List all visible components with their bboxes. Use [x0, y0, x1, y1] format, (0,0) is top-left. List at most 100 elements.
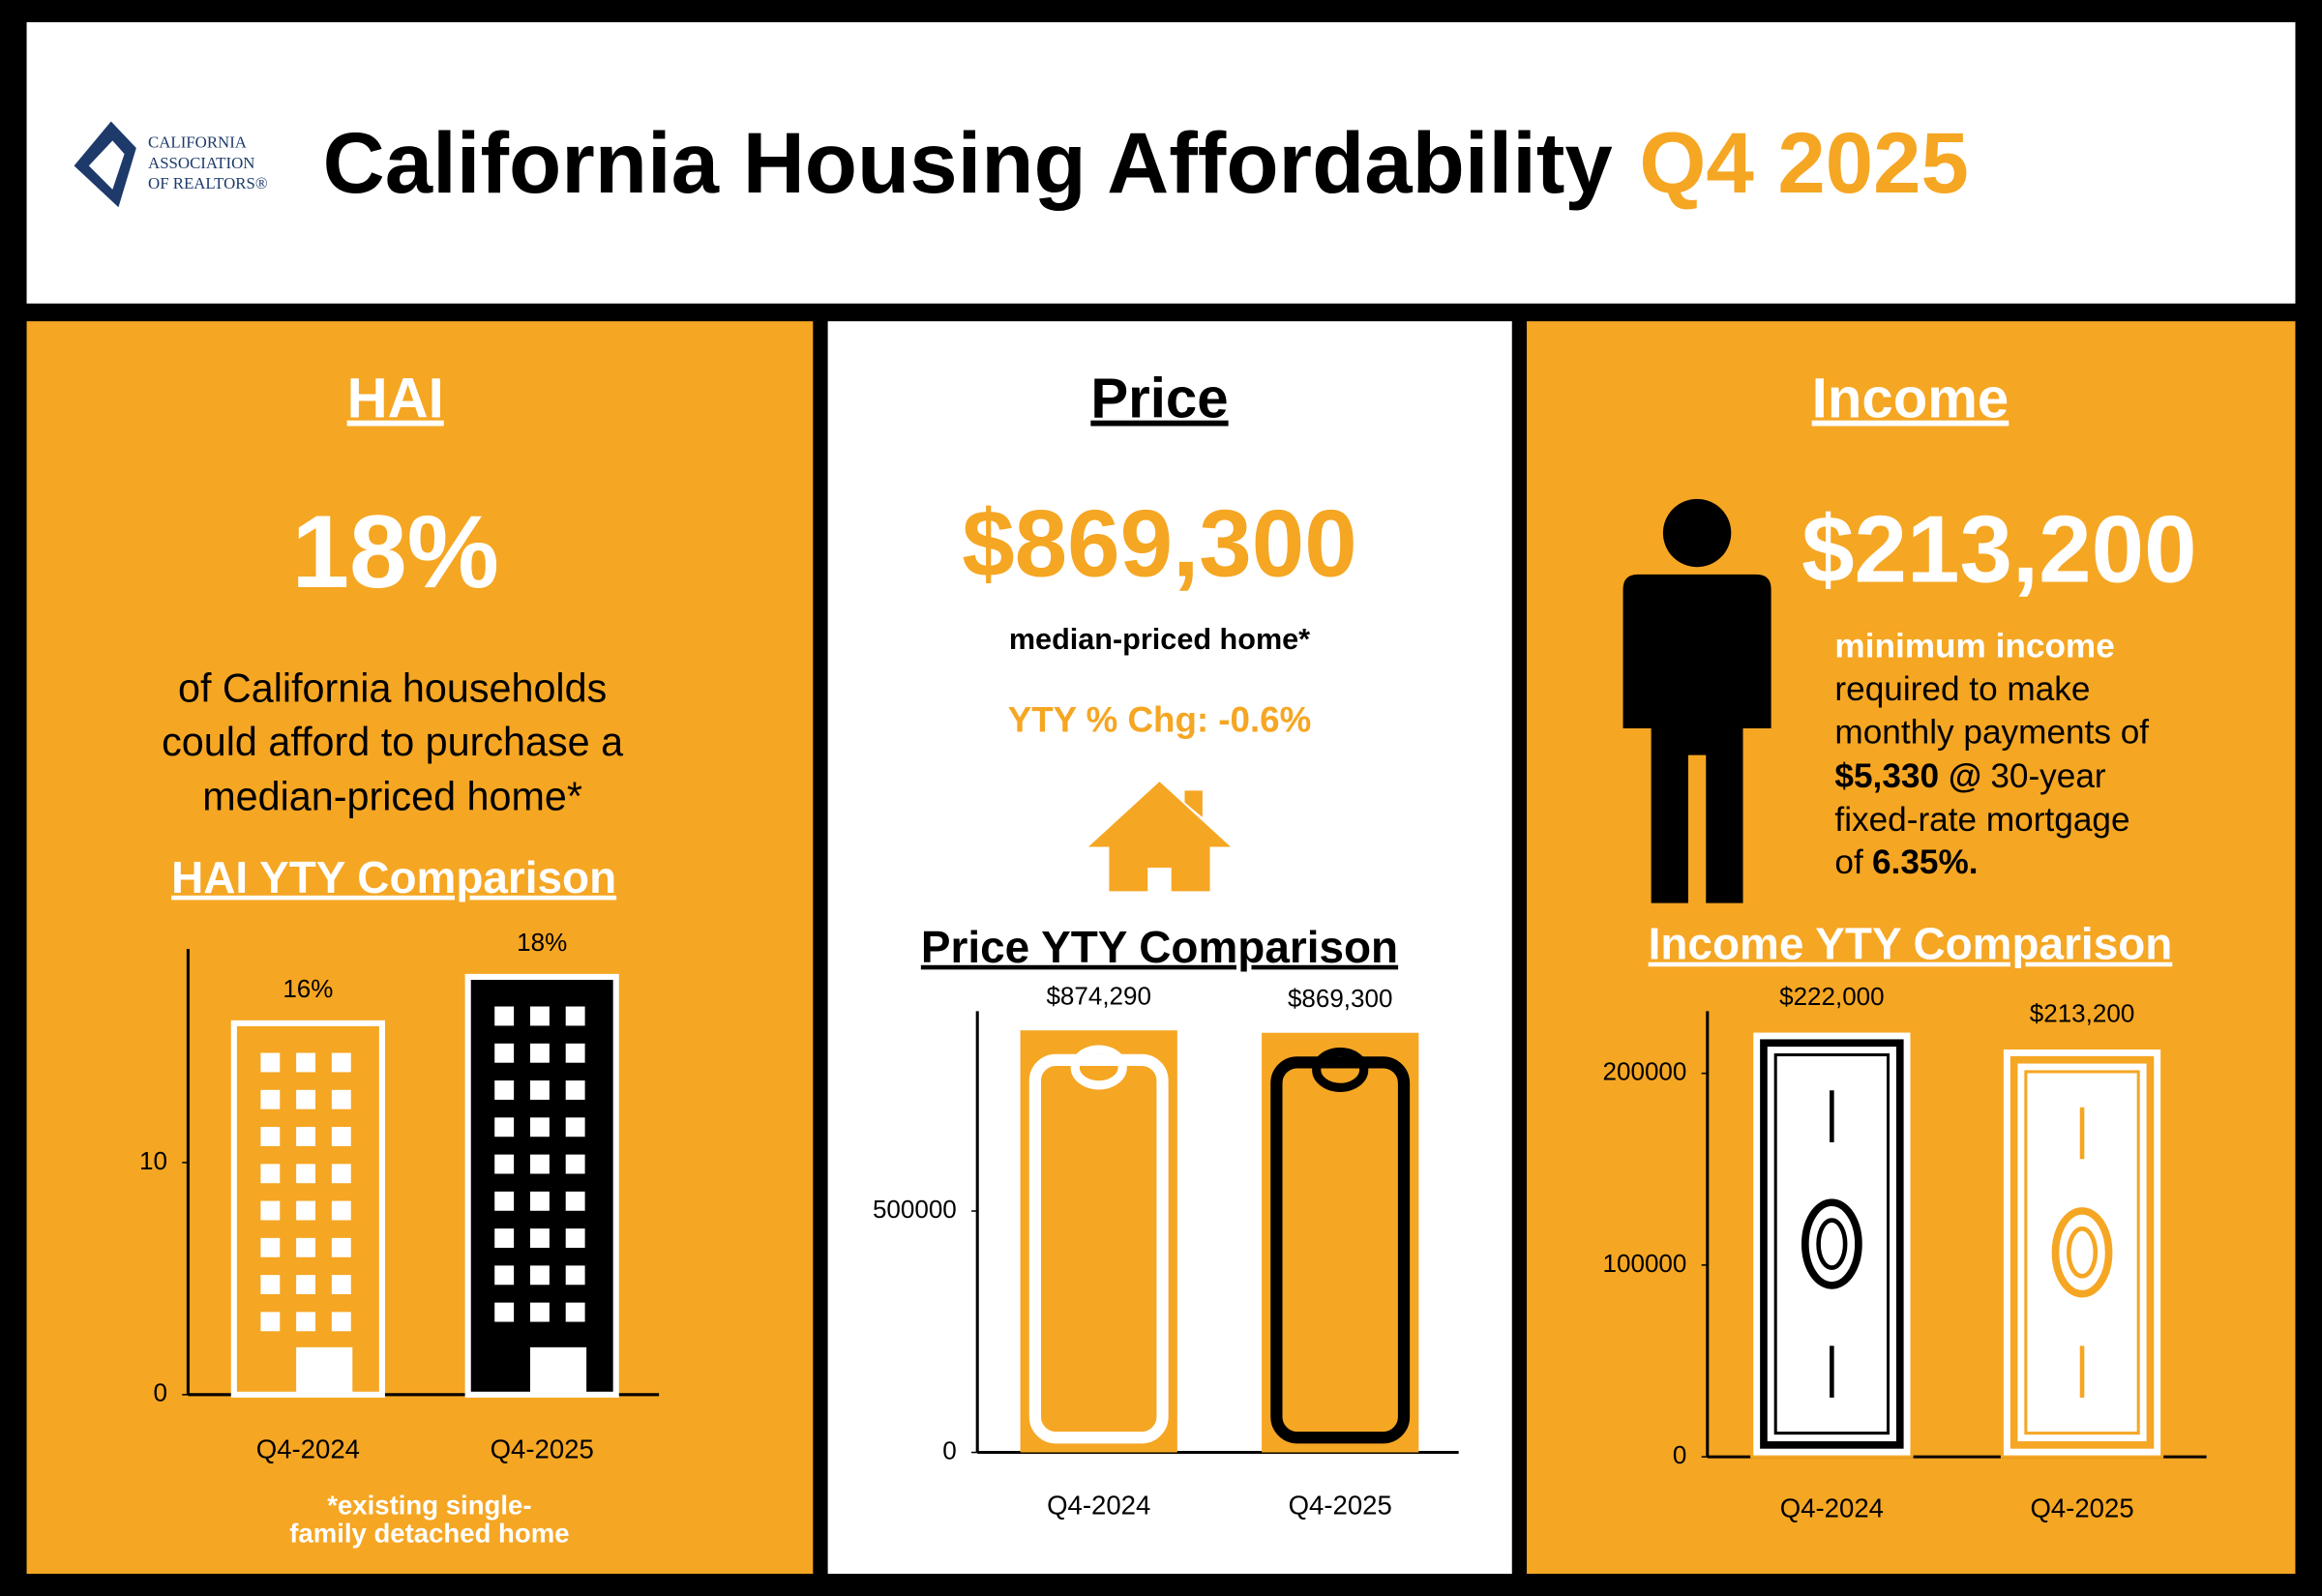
value-label: 16% [283, 974, 333, 1003]
window [331, 1164, 351, 1184]
footnote: family detached home [289, 1519, 569, 1549]
window [296, 1052, 316, 1073]
y-tick-label: 200000 [1603, 1057, 1687, 1086]
income-text: of 6.35%. [1834, 843, 1978, 881]
window [565, 1006, 585, 1026]
income-text: minimum income [1834, 628, 2114, 665]
window [529, 1043, 550, 1063]
logo: CALIFORNIA ASSOCIATION OF REALTORS® [74, 121, 268, 208]
window [331, 1089, 351, 1109]
y-tick-label: 0 [1673, 1440, 1686, 1469]
footnote: *existing single- [327, 1490, 531, 1520]
window [529, 1191, 550, 1211]
window [529, 1006, 550, 1026]
x-tick-label: Q4-2024 [256, 1433, 360, 1463]
window [494, 1302, 515, 1322]
hai-text: could afford to purchase a [162, 720, 623, 764]
hai-text: median-priced home* [202, 774, 582, 818]
window [260, 1127, 281, 1146]
window [494, 1265, 515, 1286]
window [331, 1052, 351, 1073]
house-icon [1088, 782, 1231, 892]
bill-seal [2051, 1207, 2113, 1298]
x-tick-label: Q4-2025 [2030, 1493, 2133, 1523]
y-tick-label: 100000 [1603, 1249, 1687, 1278]
window [529, 1228, 550, 1249]
bar [1020, 1030, 1177, 1453]
window [494, 1228, 515, 1249]
window [296, 1127, 316, 1146]
window [296, 1200, 316, 1221]
window [565, 1080, 585, 1100]
bill-inner [1773, 1052, 1890, 1435]
value-label: 18% [517, 928, 567, 957]
window [565, 1302, 585, 1322]
person-icon [1622, 498, 1771, 903]
window [565, 1117, 585, 1138]
window [296, 1237, 316, 1257]
x-tick-label: Q4-2025 [1289, 1490, 1392, 1520]
logo-text: OF REALTORS® [148, 174, 268, 192]
price-tag-hole [1312, 1048, 1369, 1092]
window [529, 1302, 550, 1322]
header [26, 21, 2296, 304]
hai-panel [26, 321, 814, 1575]
income-text-bold: $5,330 @ [1834, 757, 1981, 795]
price-tag-hole [1070, 1045, 1127, 1090]
window [494, 1191, 515, 1211]
person-head [1662, 498, 1732, 568]
title-period: Q4 2025 [1639, 115, 1969, 211]
chart-title: Price YTY Comparison [921, 922, 1398, 972]
bill-inner [2024, 1070, 2140, 1435]
window [296, 1275, 316, 1295]
window [331, 1237, 351, 1257]
window [565, 1154, 585, 1174]
price-heading: Price [1090, 368, 1228, 430]
chart-title: HAI YTY Comparison [171, 852, 616, 902]
window [331, 1312, 351, 1332]
bar [464, 973, 619, 1398]
price-caption: median-priced home* [1009, 623, 1310, 656]
window [260, 1312, 281, 1332]
x-tick-label: Q4-2024 [1780, 1493, 1884, 1523]
price-change: YTY % Chg: -0.6% [1008, 700, 1312, 740]
window [565, 1228, 585, 1249]
price-value: $869,300 [962, 489, 1357, 596]
window [296, 1089, 316, 1109]
bill-seal [1801, 1198, 1862, 1289]
logo-text: ASSOCIATION [148, 154, 254, 172]
window [331, 1275, 351, 1295]
bill-seal-inner [1816, 1218, 1848, 1270]
income-text-part: of [1834, 843, 1863, 881]
bill-outline [2009, 1055, 2155, 1449]
income-text: $5,330 @30-year [1834, 757, 2105, 795]
bill-outline [1760, 1039, 1904, 1449]
income-text: fixed-rate mortgage [1834, 801, 2129, 839]
income-text: required to make [1834, 670, 2090, 708]
value-label: $222,000 [1779, 982, 1885, 1011]
window [529, 1080, 550, 1100]
window [565, 1265, 585, 1286]
window [260, 1200, 281, 1221]
value-label: $874,290 [1046, 981, 1151, 1010]
price-tag [1028, 1053, 1169, 1444]
person-body [1622, 574, 1771, 903]
income-text-bold: 6.35%. [1872, 843, 1979, 881]
window [331, 1200, 351, 1221]
window [260, 1089, 281, 1109]
title-text: California Housing Affordability [323, 115, 1613, 211]
window [260, 1275, 281, 1295]
bill-seal-inner [2066, 1227, 2099, 1279]
window [296, 1312, 316, 1332]
door [529, 1346, 587, 1395]
logo-mark-detail [88, 140, 125, 190]
hai-heading: HAI [347, 368, 444, 430]
window [529, 1265, 550, 1286]
hai-value: 18% [291, 493, 498, 609]
value-label: $869,300 [1288, 984, 1393, 1013]
x-tick-label: Q4-2024 [1047, 1490, 1150, 1520]
window [331, 1127, 351, 1146]
window [260, 1237, 281, 1257]
title: California Housing Affordability Q4 2025 [323, 115, 1969, 211]
